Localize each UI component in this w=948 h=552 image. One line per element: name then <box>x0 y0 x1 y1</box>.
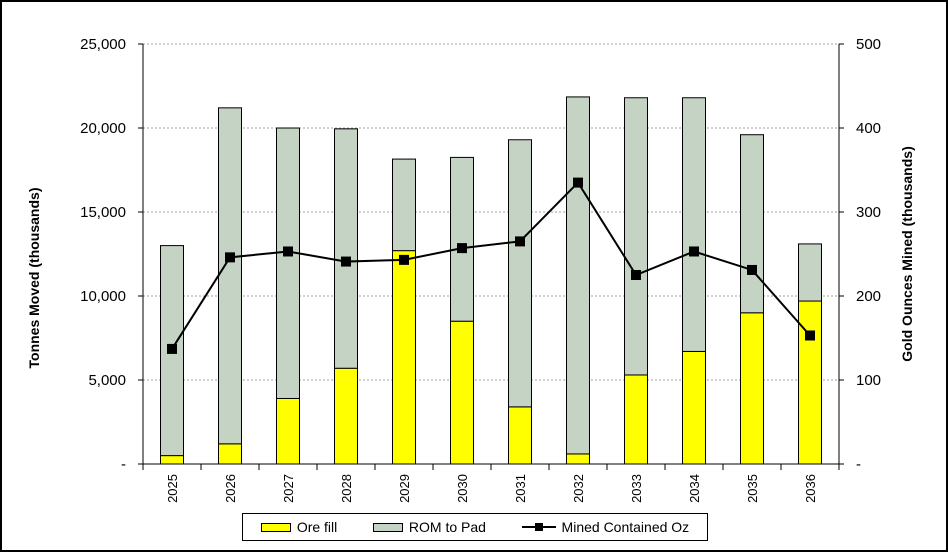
point-mined-contained-oz <box>283 246 293 257</box>
bar-ore-fill <box>160 455 184 465</box>
point-mined-contained-oz <box>515 236 525 247</box>
x-tick-label: 2029 <box>397 474 412 503</box>
point-mined-contained-oz <box>399 254 409 265</box>
bar-rom-to-pad <box>798 243 822 302</box>
x-tick-label: 2031 <box>513 474 528 503</box>
series-line-mined-contained-oz <box>171 180 811 350</box>
x-tick-label: 2030 <box>455 474 470 503</box>
y2-tick-label: - <box>856 456 861 473</box>
bar-layer <box>160 96 822 465</box>
bar-rom-to-pad <box>508 139 532 408</box>
y2-axis-title: Gold Ounces Mined (thousands) <box>899 146 915 361</box>
point-mined-contained-oz <box>457 243 467 254</box>
bar-ore-fill <box>682 350 706 465</box>
legend-item-mined-contained-oz: Mined Contained Oz <box>521 519 690 535</box>
bar-rom-to-pad <box>682 97 706 352</box>
y2-tick-label: 200 <box>856 288 881 305</box>
y-tick-label: 10,000 <box>80 288 126 305</box>
y-tick-label: 25,000 <box>80 36 126 53</box>
bar-rom-to-pad <box>624 97 648 376</box>
x-tick-label: 2025 <box>165 474 180 503</box>
legend-label-rom-to-pad: ROM to Pad <box>408 519 486 535</box>
legend-item-ore-fill: Ore fill <box>260 519 338 535</box>
point-mined-contained-oz <box>573 177 583 188</box>
point-mined-contained-oz <box>747 264 757 275</box>
bar-ore-fill <box>508 406 532 465</box>
y2-tick-label: 100 <box>856 372 881 389</box>
y-tick-label: 15,000 <box>80 204 126 221</box>
point-mined-contained-oz <box>167 343 177 354</box>
bar-rom-to-pad <box>334 128 358 369</box>
legend-label-ore-fill: Ore fill <box>296 519 338 535</box>
legend-label-mined-contained-oz: Mined Contained Oz <box>561 519 690 535</box>
point-mined-contained-oz <box>225 252 235 263</box>
y-axis-title: Tonnes Moved (thousands) <box>26 188 42 369</box>
bar-rom-to-pad <box>740 134 764 314</box>
bar-ore-fill <box>624 374 648 465</box>
legend-swatch-rom-to-pad <box>372 522 403 532</box>
bar-rom-to-pad <box>218 107 242 445</box>
x-tick-label: 2034 <box>687 474 702 503</box>
bar-ore-fill <box>392 250 416 465</box>
x-tick-label: 2035 <box>745 474 760 503</box>
legend-item-rom-to-pad: ROM to Pad <box>372 519 486 535</box>
axes <box>138 43 844 470</box>
point-mined-contained-oz <box>341 256 351 267</box>
y2-tick-label: 500 <box>856 36 881 53</box>
x-tick-label: 2028 <box>339 474 354 503</box>
bar-ore-fill <box>218 443 242 465</box>
x-tick-label: 2033 <box>629 474 644 503</box>
x-tick-label: 2027 <box>281 474 296 503</box>
x-tick-label: 2026 <box>223 474 238 503</box>
y-tick-label: - <box>121 456 126 473</box>
line-layer <box>167 177 815 354</box>
y2-tick-label: 300 <box>856 204 881 221</box>
point-mined-contained-oz <box>631 270 641 280</box>
bar-rom-to-pad <box>392 158 416 252</box>
bar-ore-fill <box>740 312 764 465</box>
y-tick-label: 5,000 <box>88 372 126 389</box>
bar-ore-fill <box>450 320 474 465</box>
bar-ore-fill <box>566 453 590 465</box>
point-mined-contained-oz <box>689 246 699 257</box>
x-tick-label: 2036 <box>803 474 818 503</box>
bar-rom-to-pad <box>450 156 474 322</box>
bar-rom-to-pad <box>566 96 590 455</box>
bar-rom-to-pad <box>276 127 300 399</box>
gridlines <box>143 43 839 381</box>
y2-tick-label: 400 <box>856 120 881 137</box>
bar-ore-fill <box>276 397 300 465</box>
legend: Ore fill ROM to Pad Mined Contained Oz <box>242 513 708 541</box>
legend-swatch-mined-contained-oz <box>521 522 556 532</box>
bar-ore-fill <box>334 367 358 465</box>
y-tick-label: 20,000 <box>80 120 126 137</box>
tick-labels: - - 5,000 100 10,000 200 15,000 300 20,000 400 25,… <box>80 36 881 503</box>
x-tick-label: 2032 <box>571 474 586 503</box>
point-mined-contained-oz <box>805 330 815 341</box>
legend-swatch-ore-fill <box>260 522 291 532</box>
